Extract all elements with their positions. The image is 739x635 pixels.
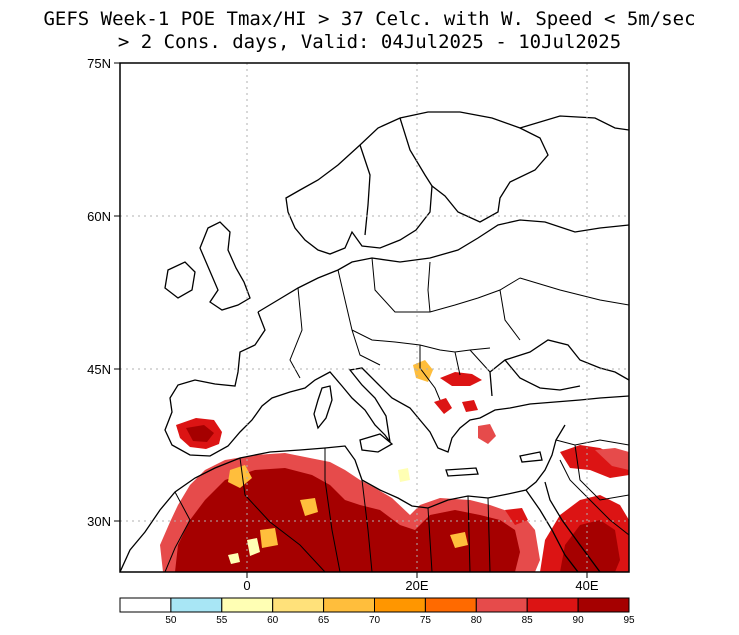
colorbar-swatch	[272, 597, 325, 613]
colorbar-label: 50	[165, 615, 177, 626]
coast-iberia-france	[164, 311, 629, 457]
colorbar-label: 95	[623, 615, 635, 626]
colorbar-swatch	[577, 597, 630, 613]
country-borders	[289, 257, 629, 401]
lat-label-75n: 75N	[87, 56, 111, 71]
hot-region-iberia-core	[186, 425, 214, 442]
coast-black-sea	[489, 339, 629, 397]
lat-label-45n: 45N	[87, 362, 111, 377]
colorbar-label: 90	[573, 615, 585, 626]
colorbar-swatch	[323, 597, 376, 613]
hot-region-greece	[434, 398, 478, 414]
coast-scandinavia	[285, 111, 549, 255]
colorbar-label: 80	[471, 615, 483, 626]
hot-region-mesopotamia	[595, 448, 629, 470]
colorbar: 50 55 60 65 70 75 80 85 90 95	[119, 597, 635, 626]
colorbar-swatch	[475, 597, 528, 613]
title-line-2: > 2 Cons. days, Valid: 04Jul2025 - 10Jul…	[117, 31, 622, 53]
coast-crete	[445, 467, 479, 477]
coast-kola	[519, 115, 629, 131]
coast-cyprus	[519, 451, 543, 463]
colorbar-label: 55	[216, 615, 228, 626]
colorbar-swatch	[119, 597, 172, 613]
lon-label-20e: 20E	[405, 578, 428, 593]
coast-great-britain	[199, 221, 251, 311]
coast-corsica-sardinia	[313, 385, 333, 430]
colorbar-swatch	[526, 597, 579, 613]
coast-north-africa	[120, 424, 566, 572]
probability-field	[160, 360, 629, 572]
colorbar-label: 60	[267, 615, 279, 626]
lat-label-30n: 30N	[87, 514, 111, 529]
colorbar-swatch	[170, 597, 223, 613]
border-africa	[164, 448, 491, 572]
graticule	[120, 63, 629, 572]
border-sweden-norway	[359, 117, 433, 236]
colorbar-swatch	[374, 597, 426, 613]
colorbar-label: 85	[522, 615, 534, 626]
coastlines	[120, 111, 629, 572]
coast-red-sea	[525, 481, 601, 572]
lon-label-40e: 40E	[575, 578, 598, 593]
axis-labels: 75N 60N 45N 30N 0 20E 40E	[87, 56, 599, 593]
hot-region-north-africa-core	[175, 468, 520, 572]
coast-ireland	[164, 261, 196, 299]
hot-region-turkey-west	[478, 424, 496, 444]
hot-region-danube	[440, 372, 482, 386]
colorbar-label: 70	[369, 615, 381, 626]
hot-region-serbia	[413, 360, 433, 382]
colorbar-label: 65	[318, 615, 330, 626]
colorbar-swatch	[424, 597, 477, 613]
map-frame	[119, 62, 630, 573]
title-line-1: GEFS Week-1 POE Tmax/HI > 37 Celc. with …	[43, 8, 696, 30]
hot-region-levant	[560, 445, 629, 478]
coast-sicily	[359, 433, 394, 453]
colorbar-label: 75	[420, 615, 432, 626]
coast-continent	[257, 219, 629, 313]
lat-label-60n: 60N	[87, 209, 111, 224]
hot-region-arabia-core	[560, 520, 620, 572]
colorbar-swatch	[221, 597, 274, 613]
lon-label-0: 0	[243, 578, 250, 593]
